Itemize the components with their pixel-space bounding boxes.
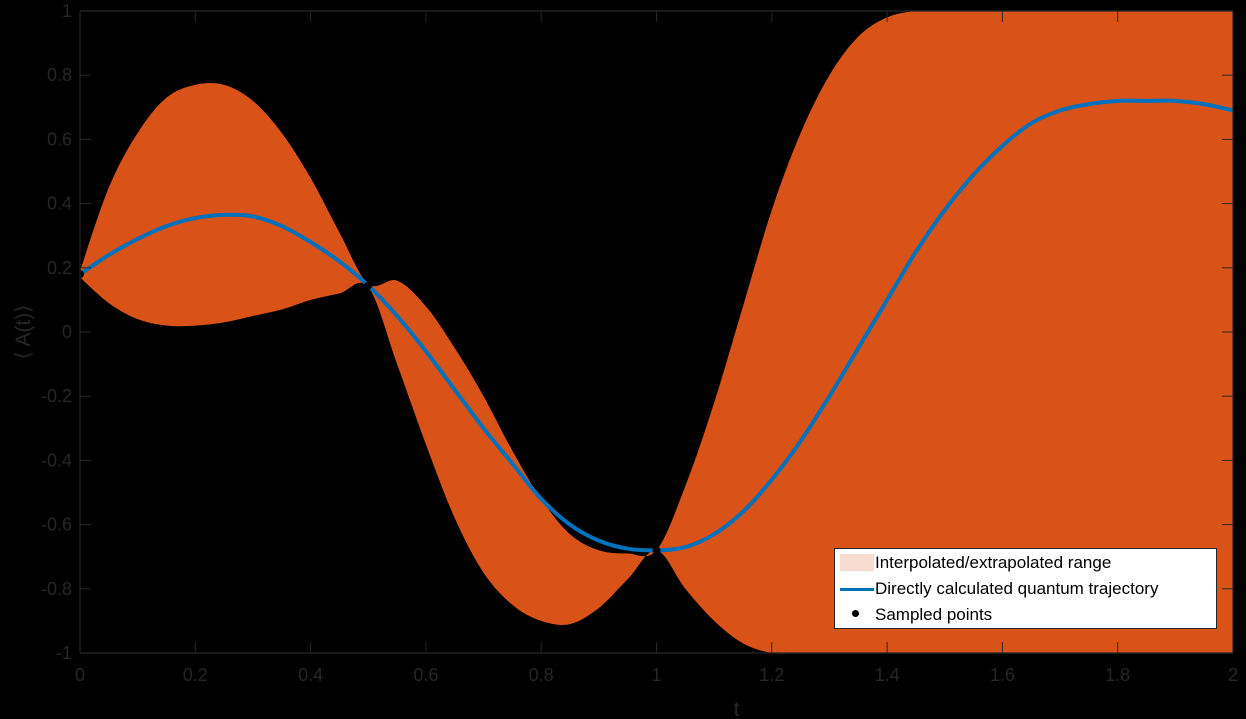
x-tick-label: 1.4 (875, 665, 900, 685)
legend-item-trajectory: Directly calculated quantum trajectory (835, 577, 1216, 600)
x-tick-label: 1.8 (1105, 665, 1130, 685)
legend-label-trajectory: Directly calculated quantum trajectory (875, 579, 1159, 598)
legend-item-range: Interpolated/extrapolated range (835, 551, 1216, 574)
y-tick-label: -0.6 (41, 515, 72, 535)
y-axis-label: ⟨ A(t)⟩ (12, 305, 35, 360)
y-tick-label: 0.6 (47, 129, 72, 149)
legend-item-sampled: Sampled points (835, 603, 1216, 626)
y-tick-label: -0.4 (41, 450, 72, 470)
range-band (80, 10, 1233, 654)
y-tick-label: 0.4 (47, 194, 72, 214)
y-tick-label: -1 (56, 643, 72, 663)
y-tick-label: 0 (62, 322, 72, 342)
sampled-point (652, 546, 661, 555)
x-tick-label: 0 (75, 665, 85, 685)
y-tick-label: -0.8 (41, 579, 72, 599)
legend: Interpolated/extrapolated range Directly… (834, 548, 1217, 629)
x-tick-label: 2 (1228, 665, 1238, 685)
x-tick-label: 0.4 (298, 665, 323, 685)
y-tick-label: 0.8 (47, 65, 72, 85)
x-tick-label: 1.2 (759, 665, 784, 685)
x-tick-label: 0.2 (183, 665, 208, 685)
range-swatch-icon (840, 554, 874, 571)
line-swatch-icon (840, 588, 874, 591)
dot-swatch-icon (852, 610, 859, 617)
legend-label-range: Interpolated/extrapolated range (875, 553, 1112, 572)
x-tick-label: 0.6 (413, 665, 438, 685)
x-tick-label: 0.8 (529, 665, 554, 685)
y-tick-label: 1 (62, 1, 72, 21)
x-tick-label: 1 (651, 665, 661, 685)
y-tick-label: -0.2 (41, 386, 72, 406)
sampled-point (364, 281, 373, 290)
x-axis-label: t (734, 698, 740, 719)
y-tick-label: 0.2 (47, 258, 72, 278)
legend-label-sampled: Sampled points (875, 605, 993, 624)
x-tick-label: 1.6 (990, 665, 1015, 685)
